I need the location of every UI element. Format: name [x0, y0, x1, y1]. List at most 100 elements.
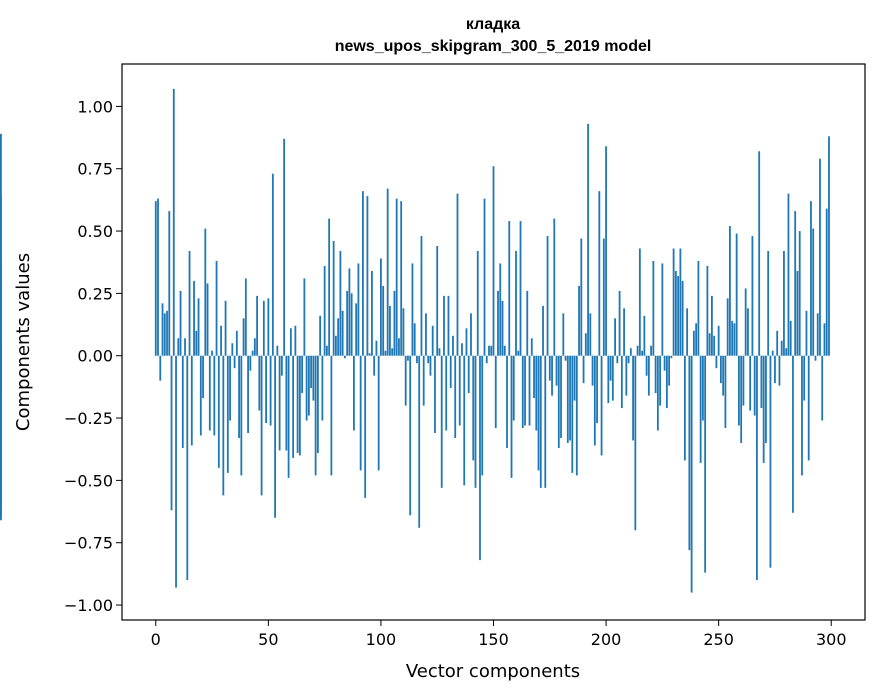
bar-290 — [807, 355, 810, 461]
bar-153 — [499, 263, 502, 356]
bar-14 — [186, 355, 189, 581]
bar-287 — [801, 355, 803, 476]
bar-184 — [569, 355, 571, 441]
bar-268 — [758, 151, 761, 356]
bar-232 — [677, 275, 680, 356]
bar-244 — [704, 355, 707, 573]
bar-250 — [717, 325, 720, 356]
bar-204 — [614, 318, 616, 356]
bar-59 — [287, 355, 290, 478]
bar-99 — [377, 355, 380, 471]
bar-241 — [697, 260, 700, 356]
bar-112 — [407, 355, 409, 361]
bar-180 — [560, 355, 562, 438]
bar-150 — [492, 166, 495, 356]
x-tick-label-300: 300 — [816, 630, 847, 649]
bar-148 — [488, 345, 490, 356]
bar-249 — [715, 355, 718, 369]
bar-254 — [726, 298, 729, 356]
bar-215 — [638, 248, 641, 356]
bar-121 — [427, 355, 430, 364]
bar-247 — [711, 295, 713, 356]
bar-124 — [434, 355, 436, 433]
x-axis-ticks: 0 50 100 150 200 250 300 — [151, 620, 847, 649]
bar-113 — [409, 355, 412, 516]
bar-188 — [578, 285, 580, 356]
bar-141 — [472, 355, 475, 461]
bar-182 — [564, 355, 567, 361]
bar-214 — [636, 345, 639, 356]
bar-265 — [751, 236, 754, 356]
bar-24 — [208, 355, 211, 431]
bar-62 — [294, 325, 297, 356]
bar-146 — [483, 198, 486, 356]
bar-undefined — [0, 343, 2, 356]
bar-120 — [425, 313, 427, 356]
bar-106 — [393, 290, 396, 356]
bar-234 — [681, 280, 684, 356]
bar-undefined — [0, 355, 2, 518]
bar-127 — [440, 355, 443, 488]
bar-166 — [528, 355, 531, 426]
bar-136 — [461, 343, 463, 356]
bar-39 — [242, 318, 245, 356]
bar-270 — [762, 355, 765, 463]
bar-156 — [506, 355, 508, 448]
bar-103 — [386, 188, 389, 356]
bar-209 — [625, 355, 628, 396]
bar-298 — [825, 208, 828, 356]
bar-114 — [411, 263, 414, 356]
bar-115 — [413, 323, 416, 356]
bar-177 — [553, 218, 556, 356]
bar-38 — [240, 355, 243, 476]
bar-86 — [348, 268, 351, 356]
bar-15 — [188, 251, 191, 356]
bar-235 — [683, 355, 686, 461]
bar-213 — [634, 355, 637, 531]
bar-83 — [341, 310, 344, 356]
bar-185 — [571, 355, 574, 473]
bar-52 — [271, 173, 274, 356]
bar-35 — [233, 355, 236, 369]
bar-140 — [470, 313, 472, 356]
bar-8 — [172, 88, 175, 356]
bar-295 — [819, 158, 821, 356]
bar-96 — [371, 270, 373, 356]
bar-289 — [805, 310, 808, 356]
bar-297 — [823, 323, 826, 356]
bar-43 — [251, 350, 254, 356]
bar-77 — [328, 218, 331, 356]
bar-29 — [220, 325, 222, 356]
bar-128 — [443, 295, 445, 356]
bar-64 — [298, 355, 301, 456]
x-tick-label-50: 50 — [258, 630, 278, 649]
bar-33 — [229, 355, 231, 421]
bar-171 — [539, 355, 542, 488]
bar-205 — [616, 355, 619, 364]
x-tick-label-150: 150 — [478, 630, 509, 649]
bar-255 — [729, 226, 731, 356]
bar-262 — [744, 288, 747, 356]
bar-74 — [321, 355, 324, 421]
bar-51 — [269, 355, 272, 426]
bar-167 — [530, 338, 533, 356]
bar-220 — [650, 345, 653, 356]
bar-132 — [452, 335, 454, 356]
y-tick-label-4: 0.00 — [77, 347, 113, 366]
bar-32 — [226, 355, 229, 473]
bar-144 — [479, 355, 481, 561]
chart-title-line-2: news_upos_skipgram_300_5_2019 model — [335, 38, 652, 55]
x-tick-label-100: 100 — [366, 630, 397, 649]
bar-70 — [312, 355, 315, 401]
bar-126 — [438, 348, 441, 356]
bar-253 — [724, 355, 727, 429]
bar-251 — [720, 355, 722, 384]
bar-16 — [190, 355, 193, 446]
y-tick-label-3: 0.25 — [77, 284, 113, 303]
bar-229 — [670, 355, 673, 359]
bar-176 — [551, 355, 553, 396]
bar-263 — [747, 308, 749, 356]
bar-37 — [238, 355, 240, 438]
bar-291 — [810, 201, 812, 356]
